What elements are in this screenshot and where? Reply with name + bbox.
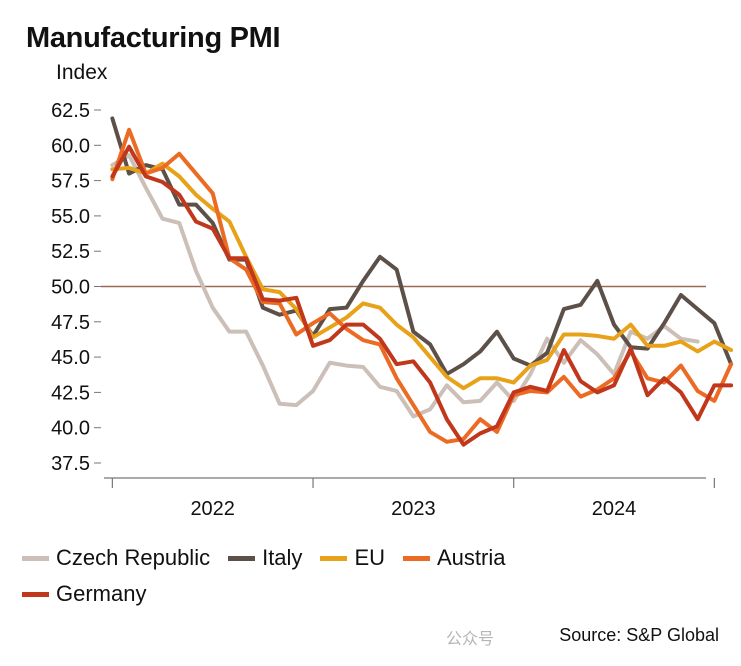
y-tick-label: 50.0 <box>51 277 90 299</box>
chart-legend: Czech Republic Italy EU Austria Germany <box>22 540 722 612</box>
series-line-italy <box>110 116 734 377</box>
legend-label-italy: Italy <box>262 545 303 570</box>
y-tick-label: 57.5 <box>51 171 90 193</box>
series-line-czech-republic <box>110 153 700 419</box>
y-tick-label: 40.0 <box>51 418 90 440</box>
legend-label-germany: Germany <box>56 581 147 606</box>
line-chart: 62.5 60.0 57.5 55.0 52.5 50.0 47.5 45.0 42.5 40.0… <box>51 100 734 520</box>
y-tick-label: 47.5 <box>51 312 90 334</box>
x-tick-label: 2023 <box>391 498 436 520</box>
legend-item-czech-republic: Czech Republic <box>22 545 210 571</box>
y-tick-label: 60.0 <box>51 135 90 157</box>
watermark-text: 公众号 <box>446 631 495 648</box>
legend-label-eu: EU <box>354 545 385 570</box>
legend-swatch-czech-republic <box>22 555 49 561</box>
chart-title: Manufacturing PMI <box>26 22 281 54</box>
series-line-eu <box>110 161 734 391</box>
legend-label-austria: Austria <box>437 545 506 570</box>
legend-item-germany: Germany <box>22 581 146 607</box>
legend-label-czech-republic: Czech Republic <box>56 545 211 570</box>
y-axis-unit-label: Index <box>56 61 108 84</box>
legend-swatch-germany <box>22 591 49 597</box>
legend-swatch-italy <box>228 555 256 561</box>
legend-item-italy: Italy <box>228 545 302 571</box>
series-line-germany <box>110 144 734 447</box>
y-tick-label: 37.5 <box>51 453 90 475</box>
x-tick-label: 2024 <box>592 498 637 520</box>
y-tick-label: 62.5 <box>51 100 90 122</box>
legend-item-eu: EU <box>320 545 385 571</box>
legend-swatch-eu <box>320 555 348 561</box>
x-tick-label: 2022 <box>190 498 235 520</box>
legend-swatch-austria <box>403 555 430 561</box>
y-tick-label: 52.5 <box>51 241 90 263</box>
y-tick-label: 42.5 <box>51 382 90 404</box>
y-tick-label: 55.0 <box>51 206 90 228</box>
legend-row-1: Czech Republic Italy EU Austria <box>22 540 722 576</box>
legend-item-austria: Austria <box>403 545 505 571</box>
y-tick-label: 45.0 <box>51 347 90 369</box>
source-note: Source: S&P Global <box>559 625 719 645</box>
legend-row-2: Germany <box>22 576 722 612</box>
